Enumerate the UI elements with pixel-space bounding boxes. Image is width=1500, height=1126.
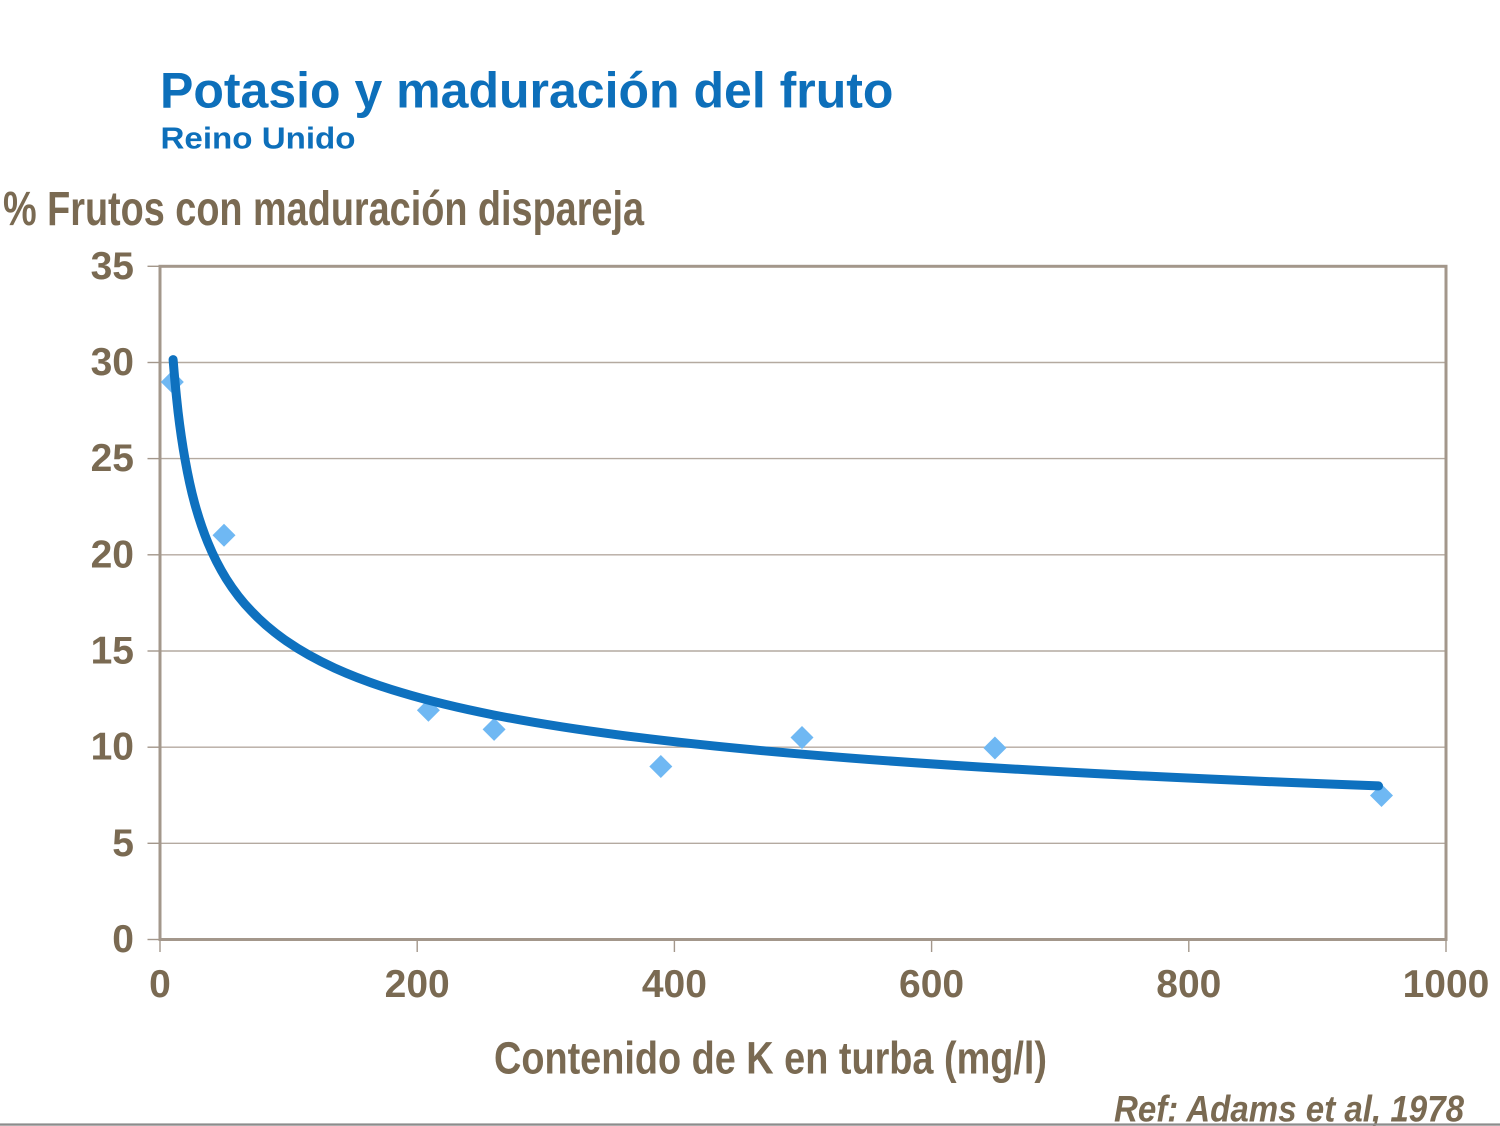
svg-text:15: 15 [91, 630, 134, 673]
svg-text:0: 0 [149, 963, 171, 1006]
svg-text:200: 200 [385, 963, 450, 1006]
svg-text:1000: 1000 [1403, 963, 1490, 1006]
svg-text:25: 25 [91, 437, 134, 480]
svg-text:Contenido de K en turba (mg/l): Contenido de K en turba (mg/l) [494, 1033, 1047, 1084]
svg-text:0: 0 [112, 918, 134, 961]
svg-text:20: 20 [91, 533, 134, 576]
svg-text:35: 35 [91, 245, 134, 288]
svg-text:800: 800 [1156, 963, 1221, 1006]
svg-text:30: 30 [91, 341, 134, 384]
svg-text:10: 10 [91, 726, 134, 769]
svg-text:Ref: Adams et al, 1978: Ref: Adams et al, 1978 [1114, 1089, 1464, 1126]
svg-text:% Frutos con maduración dispar: % Frutos con maduración dispareja [3, 183, 644, 236]
svg-text:400: 400 [642, 963, 707, 1006]
svg-text:Reino Unido: Reino Unido [161, 121, 356, 156]
svg-text:600: 600 [899, 963, 964, 1006]
svg-text:5: 5 [112, 822, 134, 865]
svg-text:Potasio y maduración del fruto: Potasio y maduración del fruto [160, 62, 893, 118]
